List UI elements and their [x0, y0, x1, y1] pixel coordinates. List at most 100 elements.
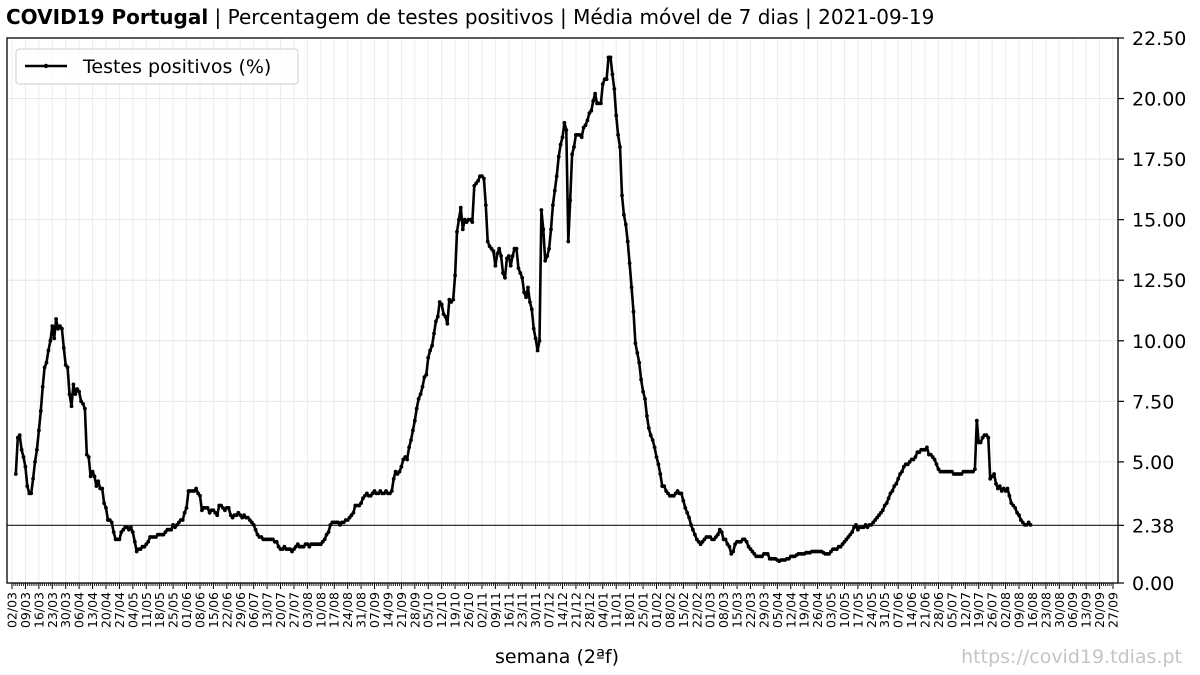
data-point: [508, 263, 513, 268]
data-point: [499, 254, 503, 258]
data-point: [389, 489, 394, 493]
x-tick-label: 14/12: [555, 592, 570, 628]
x-tick-label: 08/06: [192, 592, 207, 628]
data-point: [600, 82, 605, 86]
x-tick-label: 10/08: [313, 592, 328, 628]
data-point: [693, 532, 697, 537]
data-point: [616, 133, 620, 137]
data-point: [691, 527, 695, 532]
data-point: [547, 246, 551, 251]
data-point: [21, 455, 26, 459]
data-point: [986, 435, 991, 440]
x-tick-label: 07/09: [367, 592, 382, 628]
data-point: [973, 467, 977, 472]
chart-title-rest: | Percentagem de testes positivos | Médi…: [208, 5, 935, 29]
data-point: [451, 297, 456, 302]
data-point: [405, 457, 409, 462]
data-point: [48, 338, 53, 343]
data-point: [564, 128, 569, 132]
data-point: [551, 203, 555, 208]
data-point: [44, 360, 49, 365]
data-point: [457, 217, 461, 222]
data-point: [424, 372, 429, 377]
data-point: [483, 203, 488, 208]
x-tick-label: 04/05: [125, 592, 140, 628]
data-point: [633, 341, 638, 346]
data-point: [599, 101, 603, 106]
x-tick-label: 04/01: [595, 592, 610, 628]
data-point: [934, 462, 939, 467]
legend-label: Testes positivos (%): [82, 56, 271, 78]
x-tick-label: 08/03: [716, 592, 731, 628]
x-tick-label: 13/09: [1079, 592, 1094, 628]
data-point: [215, 513, 220, 518]
data-point: [497, 246, 502, 251]
x-tick-label: 21/09: [394, 592, 409, 628]
data-point: [445, 321, 450, 326]
chart-title: COVID19 Portugal | Percentagem de testes…: [6, 5, 934, 29]
data-point: [426, 355, 431, 360]
data-point: [65, 365, 70, 370]
data-point: [503, 275, 507, 280]
data-point: [570, 152, 574, 157]
x-tick-label: 15/03: [730, 592, 745, 628]
x-axis: 02/0309/0316/0323/0330/0306/0413/0420/04…: [5, 583, 1121, 628]
x-tick-label: 22/02: [689, 592, 704, 628]
data-point: [932, 457, 937, 462]
x-tick-label: 16/03: [31, 592, 46, 628]
chart-title-bold: COVID19 Portugal: [6, 5, 209, 29]
data-point: [96, 479, 101, 484]
data-point: [880, 508, 885, 513]
data-point: [560, 135, 565, 140]
data-point: [37, 428, 41, 433]
x-tick-label: 05/10: [421, 592, 436, 628]
data-point: [627, 261, 632, 266]
series-line: [14, 56, 1032, 563]
data-point: [652, 445, 657, 450]
data-point: [689, 523, 693, 527]
data-point: [194, 486, 199, 491]
data-point: [506, 254, 511, 258]
data-point: [723, 537, 728, 542]
data-point: [111, 530, 116, 534]
data-point: [625, 239, 630, 244]
data-point: [524, 295, 528, 300]
x-tick-label: 30/11: [528, 592, 543, 628]
data-point: [50, 324, 55, 329]
data-point: [744, 539, 749, 544]
data-point: [391, 476, 396, 481]
data-point: [67, 392, 72, 396]
data-point: [460, 227, 465, 232]
data-point: [38, 409, 43, 413]
data-point: [46, 348, 51, 353]
data-point: [29, 491, 34, 496]
data-point: [629, 285, 634, 290]
x-tick-label: 03/08: [300, 592, 315, 628]
data-point: [522, 290, 526, 295]
data-point: [535, 348, 540, 353]
grid-lines: [7, 37, 1118, 584]
data-point: [510, 254, 515, 258]
data-point: [182, 510, 187, 515]
data-point: [470, 220, 475, 225]
data-point: [639, 377, 643, 382]
data-point: [485, 239, 490, 244]
data-point: [129, 525, 133, 530]
data-point: [132, 539, 137, 544]
data-point: [520, 275, 525, 280]
data-point: [645, 414, 649, 418]
data-point: [641, 389, 645, 394]
data-point: [533, 336, 538, 341]
data-point: [117, 537, 122, 542]
data-point: [556, 154, 561, 159]
data-point: [531, 326, 536, 331]
data-point: [650, 438, 655, 442]
x-tick-label: 01/06: [179, 592, 194, 628]
data-point: [654, 455, 659, 459]
data-point: [102, 501, 106, 505]
data-point: [687, 515, 691, 520]
data-point: [253, 527, 258, 532]
data-point: [854, 523, 858, 527]
x-tick-label: 14/09: [380, 592, 395, 628]
x-tick-label: 01/03: [703, 592, 718, 628]
